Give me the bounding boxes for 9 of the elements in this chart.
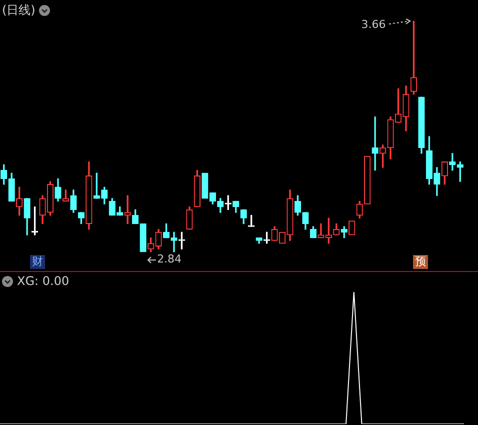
annotation: 3.66 <box>361 18 386 32</box>
chart-title: (日线) <box>2 2 36 19</box>
candlestick <box>372 116 378 171</box>
chart-title: XG: 0.00 <box>17 274 70 288</box>
candlestick <box>348 220 356 236</box>
text: 2.84 <box>157 252 182 266</box>
text: 财 <box>30 255 45 269</box>
candlestick <box>364 156 371 204</box>
text: 预 <box>413 255 428 269</box>
